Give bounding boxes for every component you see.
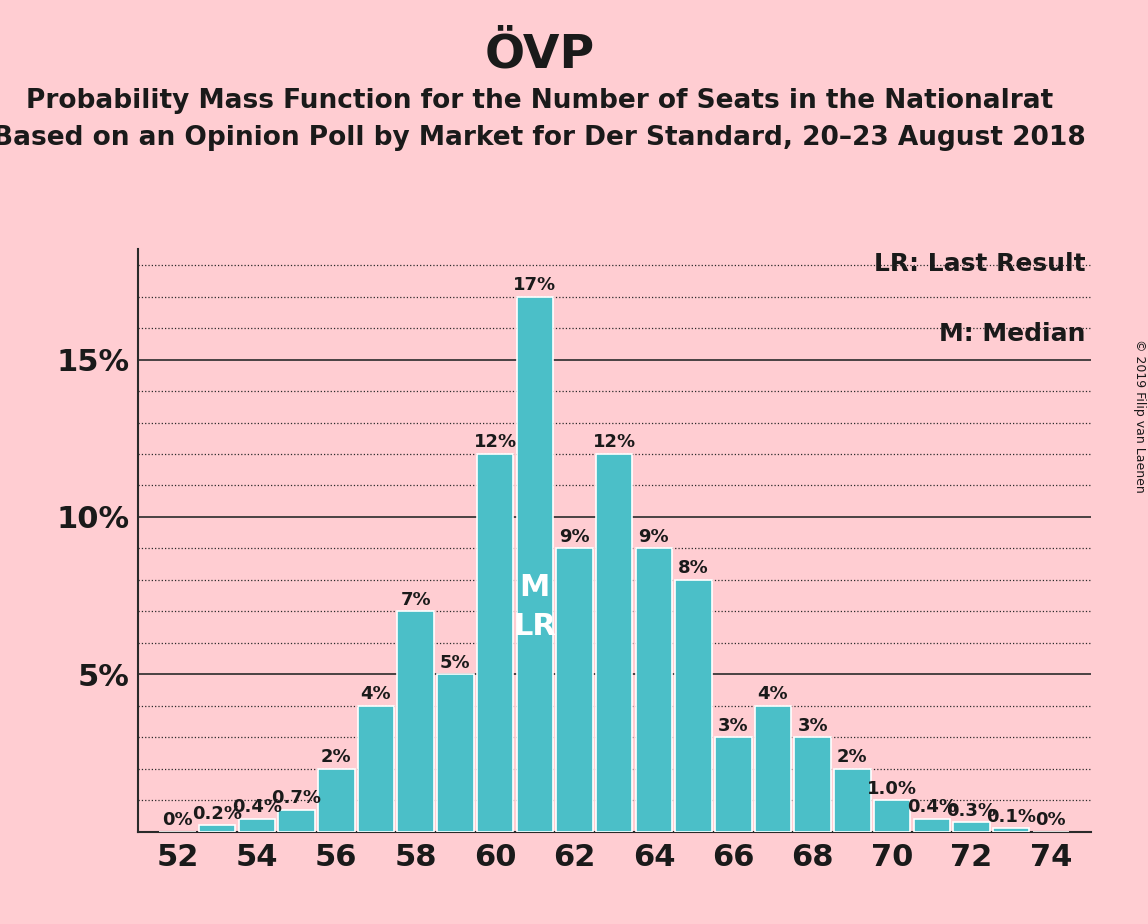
Text: LR: Last Result: LR: Last Result: [875, 252, 1086, 276]
Text: 2%: 2%: [321, 748, 351, 766]
Bar: [476, 454, 513, 832]
Bar: [397, 612, 434, 832]
Bar: [874, 800, 910, 832]
Text: 5%: 5%: [440, 654, 471, 672]
Text: 9%: 9%: [559, 528, 590, 546]
Bar: [557, 549, 592, 832]
Text: 9%: 9%: [638, 528, 669, 546]
Text: © 2019 Filip van Laenen: © 2019 Filip van Laenen: [1133, 339, 1147, 492]
Text: 0.4%: 0.4%: [232, 798, 282, 817]
Text: 0.1%: 0.1%: [986, 808, 1037, 826]
Bar: [715, 737, 752, 832]
Bar: [835, 769, 870, 832]
Text: 7%: 7%: [401, 590, 430, 609]
Bar: [675, 580, 712, 832]
Bar: [636, 549, 672, 832]
Text: Based on an Opinion Poll by Market for Der Standard, 20–23 August 2018: Based on an Opinion Poll by Market for D…: [0, 125, 1086, 151]
Text: 0.4%: 0.4%: [907, 798, 956, 817]
Bar: [239, 819, 276, 832]
Text: 1.0%: 1.0%: [867, 780, 917, 797]
Text: 17%: 17%: [513, 276, 557, 294]
Text: 8%: 8%: [678, 559, 709, 578]
Bar: [914, 819, 951, 832]
Text: M: Median: M: Median: [939, 322, 1086, 346]
Text: 4%: 4%: [758, 686, 789, 703]
Text: 0.3%: 0.3%: [946, 802, 996, 820]
Bar: [596, 454, 633, 832]
Bar: [993, 829, 1030, 832]
Text: Probability Mass Function for the Number of Seats in the Nationalrat: Probability Mass Function for the Number…: [26, 88, 1053, 114]
Text: 4%: 4%: [360, 686, 391, 703]
Text: M
LR: M LR: [513, 573, 557, 640]
Text: 3%: 3%: [798, 717, 828, 735]
Text: 0%: 0%: [1035, 811, 1066, 829]
Text: 0.2%: 0.2%: [192, 805, 242, 822]
Text: ÖVP: ÖVP: [484, 32, 595, 78]
Bar: [517, 297, 553, 832]
Bar: [794, 737, 831, 832]
Bar: [953, 822, 990, 832]
Text: 12%: 12%: [473, 433, 517, 452]
Bar: [318, 769, 355, 832]
Bar: [437, 675, 474, 832]
Bar: [358, 706, 394, 832]
Text: 2%: 2%: [837, 748, 868, 766]
Bar: [199, 825, 235, 832]
Text: 12%: 12%: [592, 433, 636, 452]
Bar: [278, 809, 315, 832]
Text: 0%: 0%: [162, 811, 193, 829]
Bar: [754, 706, 791, 832]
Text: 3%: 3%: [718, 717, 748, 735]
Text: 0.7%: 0.7%: [272, 789, 321, 807]
